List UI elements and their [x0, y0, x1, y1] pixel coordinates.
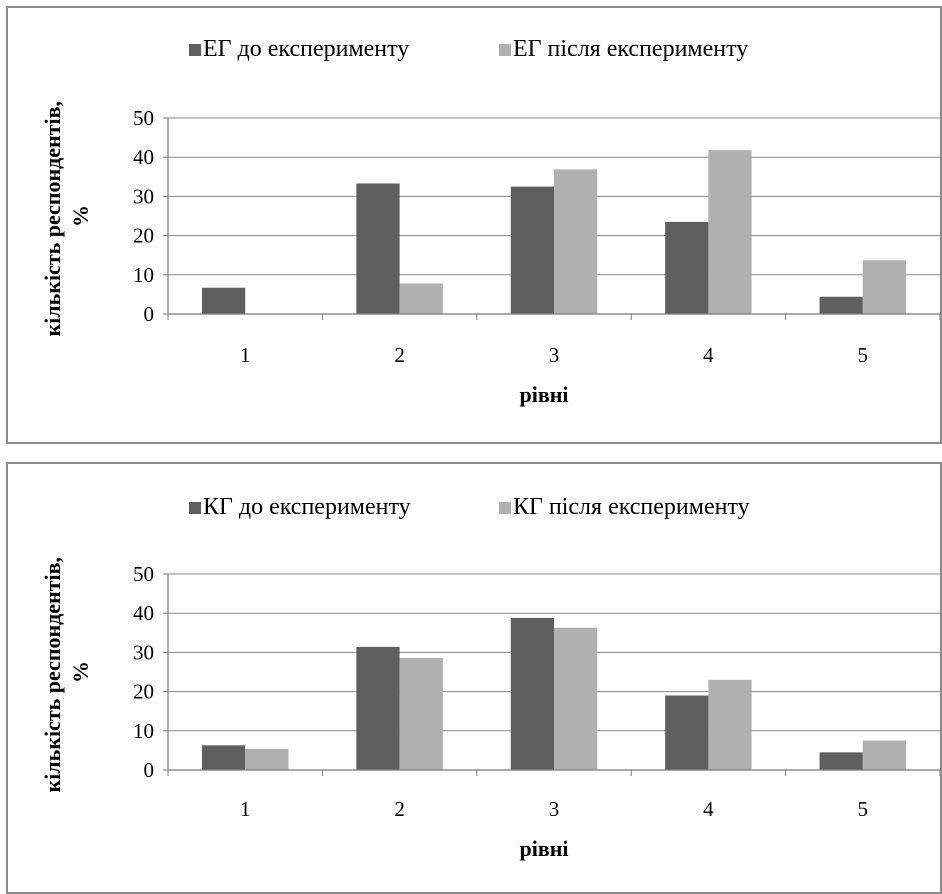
axes	[163, 117, 940, 320]
bar-before	[665, 221, 709, 314]
x-tick-label: 3	[549, 797, 560, 821]
y-axis-title: кількість респондентів, %	[40, 551, 93, 792]
bar-before	[201, 745, 246, 770]
legend-label-after: КГ після експерименту	[513, 494, 750, 520]
legend-swatch-before	[189, 44, 201, 56]
y-axis-title-line2: %	[68, 661, 93, 683]
y-tick-labels: 0 10 20 30 40 50	[133, 562, 154, 782]
chart-panel-kg: 0 10 20 30 40 50 1 2 3 4 5 КГ до експерименту КГ …	[6, 462, 942, 894]
y-tick-label: 40	[133, 145, 154, 169]
bars	[201, 617, 907, 770]
bar-after	[554, 169, 598, 314]
x-tick-label: 1	[240, 343, 251, 367]
bar-after	[399, 657, 443, 770]
bar-before	[665, 695, 709, 770]
x-tick-labels: 1 2 3 4 5	[240, 343, 868, 367]
y-tick-label: 20	[133, 680, 154, 704]
bar-before	[201, 287, 246, 314]
y-tick-label: 30	[133, 184, 154, 208]
x-tick-label: 5	[858, 797, 869, 821]
chart-eg: 0 10 20 30 40 50 1 2 3 4 5 ЕГ до експерименту ЕГ …	[40, 36, 940, 407]
x-tick-label: 1	[240, 797, 251, 821]
y-axis-title: кількість респондентів, %	[40, 95, 93, 336]
bar-after	[862, 260, 907, 314]
y-tick-label: 50	[133, 562, 154, 586]
y-tick-label: 0	[144, 302, 155, 326]
y-tick-label: 40	[133, 601, 154, 625]
legend: ЕГ до експерименту ЕГ після експерименту	[189, 36, 748, 62]
x-tick-label: 4	[703, 343, 714, 367]
bar-before	[356, 183, 400, 314]
bar-after	[862, 740, 907, 770]
bar-before	[819, 752, 863, 770]
axes	[163, 573, 940, 776]
chart-kg: 0 10 20 30 40 50 1 2 3 4 5 КГ до експерименту КГ …	[40, 494, 940, 861]
legend: КГ до експерименту КГ після експерименту	[189, 494, 750, 520]
x-tick-label: 2	[394, 343, 405, 367]
legend-label-before: ЕГ до експерименту	[203, 36, 409, 62]
legend-swatch-after	[499, 44, 511, 56]
x-axis-title: рівні	[519, 382, 568, 407]
bar-after	[399, 283, 443, 314]
bars	[201, 150, 907, 314]
legend-label-after: ЕГ після експерименту	[513, 36, 748, 62]
y-axis-title-line1: кількість респондентів,	[40, 101, 65, 337]
y-tick-label: 10	[133, 719, 154, 743]
x-tick-label: 4	[703, 797, 714, 821]
x-tick-labels: 1 2 3 4 5	[240, 797, 868, 821]
y-tick-labels: 0 10 20 30 40 50	[133, 106, 154, 326]
x-tick-label: 5	[858, 343, 869, 367]
y-axis-title-line1: кількість респондентів,	[40, 557, 65, 793]
y-tick-label: 30	[133, 640, 154, 664]
bar-before	[356, 646, 400, 770]
bar-after	[554, 627, 598, 770]
legend-label-before: КГ до експерименту	[203, 494, 411, 520]
legend-swatch-after	[499, 502, 511, 514]
bar-before	[819, 296, 863, 314]
bar-after	[708, 150, 752, 314]
bar-after	[245, 748, 289, 770]
y-tick-label: 10	[133, 263, 154, 287]
chart-panel-eg: 0 10 20 30 40 50 1 2 3 4 5 ЕГ до експерименту ЕГ …	[6, 6, 942, 444]
y-tick-label: 20	[133, 224, 154, 248]
bar-after	[708, 679, 752, 770]
y-tick-label: 50	[133, 106, 154, 130]
y-axis-title-line2: %	[68, 205, 93, 227]
x-axis-title: рівні	[519, 836, 568, 861]
bar-before	[510, 186, 554, 314]
y-tick-label: 0	[144, 758, 155, 782]
legend-swatch-before	[189, 502, 201, 514]
bar-before	[510, 617, 554, 770]
x-tick-label: 3	[549, 343, 560, 367]
x-tick-label: 2	[394, 797, 405, 821]
